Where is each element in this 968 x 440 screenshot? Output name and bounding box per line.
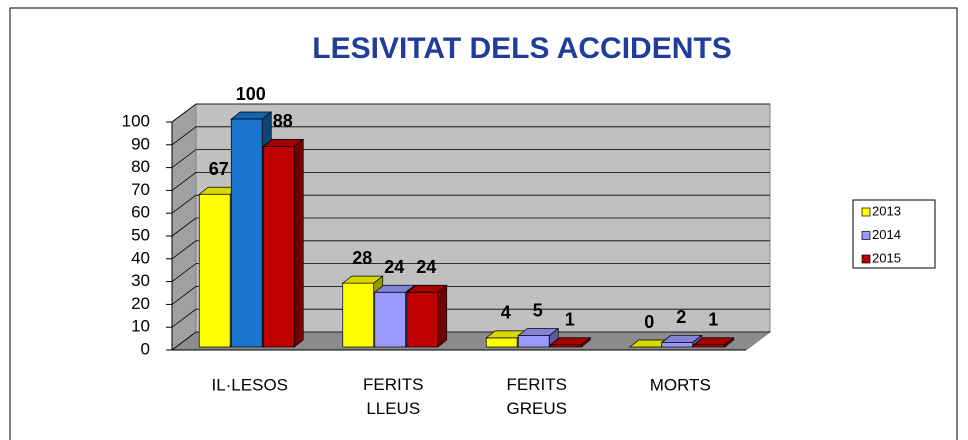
grid-line [171, 126, 770, 146]
bar-side [437, 284, 448, 348]
bar-side [580, 337, 591, 348]
y-tick-label: 40 [131, 248, 150, 267]
value-label: 67 [209, 159, 229, 179]
bar [262, 138, 305, 348]
value-label: 88 [273, 111, 293, 131]
grid-line [171, 331, 770, 351]
grid-line [171, 194, 770, 214]
y-tick-label: 50 [131, 225, 150, 244]
value-label: 24 [384, 257, 404, 277]
bar-front [661, 342, 694, 348]
grid-line [171, 308, 770, 328]
bar-front [262, 146, 295, 348]
value-label: 2 [676, 307, 686, 327]
x-tick-label: MORTS [650, 375, 711, 394]
y-tick-label: 30 [131, 271, 150, 290]
bar [549, 337, 592, 348]
value-label: 0 [644, 312, 654, 332]
x-tick-label: IL·LESOS [211, 375, 288, 394]
legend-label: 2014 [872, 227, 901, 242]
y-tick-label: 70 [131, 180, 150, 199]
y-tick-label: 90 [131, 134, 150, 153]
legend-swatch [861, 231, 871, 240]
bar-front [485, 337, 518, 348]
grid-line [171, 285, 770, 305]
bar-front [198, 193, 231, 348]
bar [405, 284, 448, 348]
bar-front [230, 118, 263, 348]
bar-front [374, 291, 407, 348]
chart-title: LESIVITAT DELS ACCIDENTS [312, 32, 731, 65]
legend-swatch [861, 207, 871, 217]
value-label: 24 [416, 257, 436, 277]
grid-line [171, 171, 770, 191]
value-label: 4 [501, 303, 511, 323]
y-tick-label: 0 [141, 339, 150, 358]
legend-label: 2013 [872, 203, 901, 218]
grid-line [171, 217, 770, 237]
y-tick-label: 60 [131, 203, 150, 222]
bar [517, 327, 560, 348]
value-label: 5 [533, 300, 543, 320]
legend-swatch [861, 254, 871, 264]
grid-line [171, 149, 770, 168]
grid-line [171, 263, 770, 282]
grid-line [171, 103, 770, 123]
x-tick-label: FERITS GREUS [507, 375, 567, 418]
legend-label: 2015 [872, 250, 901, 265]
bar-front [517, 335, 550, 348]
bar [692, 337, 735, 348]
value-label: 1 [565, 309, 575, 329]
x-tick-label: FERITS LLEUS [363, 375, 423, 418]
y-tick-label: 20 [131, 294, 150, 313]
grid-line [171, 240, 770, 260]
bar-front [406, 291, 439, 348]
y-tick-label: 80 [131, 157, 150, 176]
bar-front [342, 282, 375, 348]
y-tick-label: 100 [122, 111, 150, 130]
bar-side [724, 337, 735, 348]
bar-side [293, 138, 304, 348]
y-tick-label: 10 [131, 317, 150, 336]
value-label: 1 [708, 309, 718, 329]
value-label: 100 [236, 84, 266, 104]
value-label: 28 [352, 248, 372, 268]
